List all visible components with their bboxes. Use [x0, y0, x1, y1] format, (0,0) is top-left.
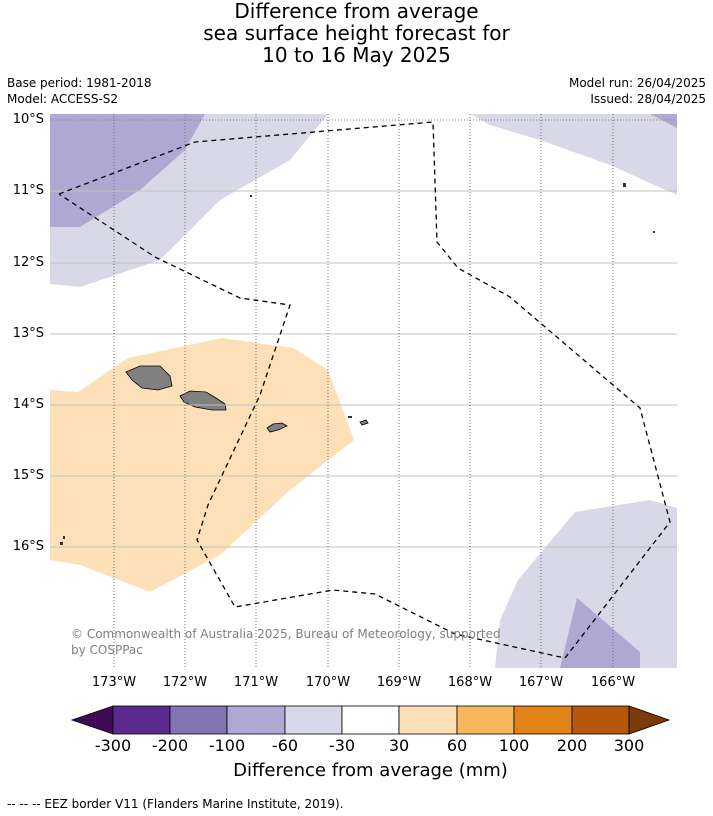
lon-label-170w: 170°W: [305, 675, 351, 690]
lat-label-12s: 12°S: [12, 255, 44, 270]
island-small-6: [63, 536, 65, 539]
colorbar: [70, 705, 671, 735]
colorbar-arrow-right: [628, 705, 671, 735]
anomaly-region-mid-purple-se: [560, 598, 640, 668]
colorbar-bin-3: [226, 705, 286, 735]
colorbar-bin-6: [398, 705, 458, 735]
lon-label-167w: 167°W: [518, 675, 564, 690]
anomaly-region-mid-purple-nw: [50, 114, 205, 227]
island-small-2: [250, 195, 252, 197]
issued-text: Issued: 28/04/2025: [590, 92, 706, 106]
colorbar-tick-8: 100: [498, 736, 530, 755]
title-line-2: sea surface height forecast for: [203, 21, 510, 45]
island-tutuila: [266, 422, 288, 433]
colorbar-tick-6: 30: [388, 736, 410, 755]
lat-label-13s: 13°S: [12, 326, 44, 341]
lon-label-168w: 168°W: [447, 675, 493, 690]
title-line-3: 10 to 16 May 2025: [262, 43, 451, 67]
meta-right: Model run: 26/04/2025 Issued: 28/04/2025: [569, 75, 706, 107]
model-text: Model: ACCESS-S2: [7, 92, 119, 106]
meta-left: Base period: 1981-2018 Model: ACCESS-S2: [7, 75, 152, 107]
lon-gridlines: [113, 114, 614, 668]
lat-label-15s: 15°S: [12, 468, 44, 483]
lat-gridlines: [50, 119, 677, 548]
anomaly-region-light-purple-ne: [470, 114, 677, 195]
colorbar-tick-2: -200: [151, 736, 189, 755]
island-small-4: [653, 231, 655, 233]
colorbar-tick-9: 200: [556, 736, 588, 755]
colorbar-tick-1: -300: [94, 736, 132, 755]
lon-label-173w: 173°W: [91, 675, 137, 690]
colorbar-tick-5: -30: [328, 736, 356, 755]
lat-label-10s: 10°S: [12, 112, 44, 127]
colorbar-tick-7: 60: [446, 736, 468, 755]
colorbar-bin-4: [284, 705, 343, 735]
colorbar-tick-4: -60: [271, 736, 299, 755]
lon-label-169w: 169°W: [376, 675, 422, 690]
chart-title: Difference from average sea surface heig…: [0, 0, 713, 66]
model-run-text: Model run: 26/04/2025: [568, 76, 706, 90]
colorbar-bin-8: [513, 705, 573, 735]
title-line-1: Difference from average: [234, 0, 479, 23]
island-manua: [359, 419, 369, 426]
lat-label-14s: 14°S: [12, 397, 44, 412]
lon-label-166w: 166°W: [590, 675, 636, 690]
colorbar-arrow-left: [70, 705, 114, 735]
lat-label-16s: 16°S: [12, 539, 44, 554]
colorbar-tick-3: -100: [208, 736, 246, 755]
colorbar-bin-5: [341, 705, 400, 735]
lat-label-11s: 11°S: [12, 183, 44, 198]
anomaly-region-light-purple-se: [495, 500, 677, 668]
colorbar-bin-9: [571, 705, 630, 735]
anomaly-region-mid-purple-ne: [650, 114, 677, 128]
lon-label-172w: 172°W: [162, 675, 208, 690]
colorbar-bin-7: [456, 705, 515, 735]
anomaly-region-light-orange: [50, 338, 354, 592]
colorbar-bin-1: [112, 705, 171, 735]
island-savaii: [125, 365, 173, 391]
island-small-3: [623, 183, 626, 187]
colorbar-bin-2: [169, 705, 228, 735]
eez-border-samoa: [58, 121, 671, 659]
colorbar-title: Difference from average (mm): [233, 760, 508, 781]
island-small-5: [60, 542, 63, 545]
base-period-text: Base period: 1981-2018: [7, 76, 152, 90]
eez-legend-text: -- -- -- EEZ border V11 (Flanders Marine…: [7, 797, 344, 811]
island-small-1: [348, 416, 352, 418]
copyright-text: © Commonwealth of Australia 2025, Bureau…: [71, 627, 501, 657]
lon-label-171w: 171°W: [233, 675, 279, 690]
colorbar-tick-10: 300: [613, 736, 645, 755]
